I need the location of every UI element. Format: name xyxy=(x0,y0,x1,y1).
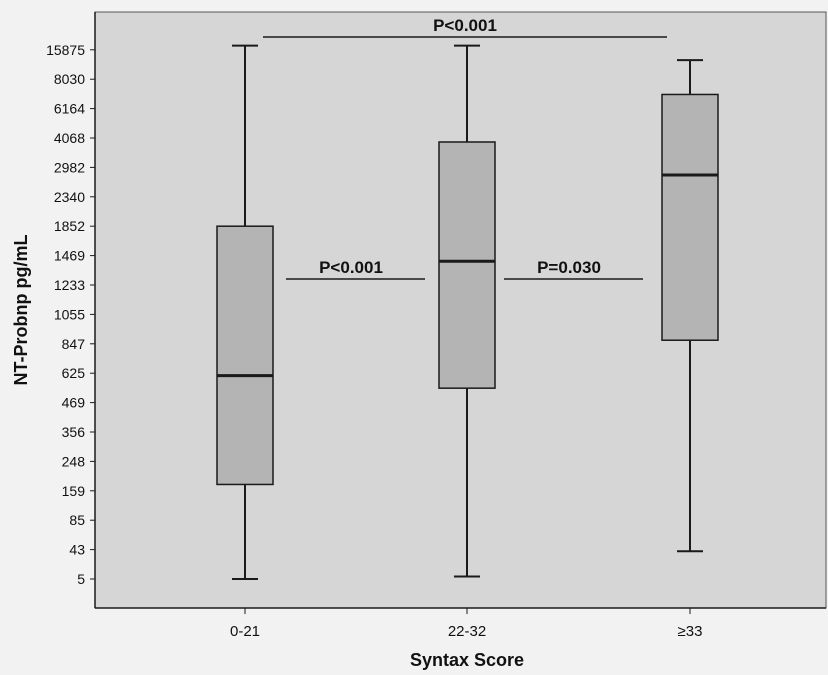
y-tick-label: 15875 xyxy=(46,42,85,58)
boxes xyxy=(216,44,719,580)
y-tick-label: 1852 xyxy=(54,218,85,234)
x-axis-title: Syntax Score xyxy=(410,650,524,670)
y-axis-ticks: 5 43 85 159 248 356 469 625 847 1055 1233 1469 1852 2… xyxy=(46,42,95,587)
x-tick-label: 22-32 xyxy=(448,623,486,640)
y-tick-label: 847 xyxy=(62,336,86,352)
iqr-box xyxy=(216,225,274,486)
annotations: P<0.001 P<0.001 P=0.030 xyxy=(263,16,667,280)
x-axis-ticks: 0-21 22-32 ≥33 xyxy=(230,608,702,640)
y-tick-label: 159 xyxy=(62,483,86,499)
y-axis-title: NT-Probnp pg/mL xyxy=(11,235,31,386)
y-tick-label: 625 xyxy=(62,365,86,381)
pvalue-label: P=0.030 xyxy=(537,258,601,277)
x-tick-label: 0-21 xyxy=(230,623,260,640)
y-tick-label: 2982 xyxy=(54,159,85,175)
y-tick-label: 85 xyxy=(69,512,85,528)
y-tick-label: 6164 xyxy=(54,101,85,117)
y-tick-label: 1233 xyxy=(54,277,85,293)
x-tick-label: ≥33 xyxy=(678,623,703,640)
iqr-box xyxy=(661,93,719,341)
y-tick-label: 2340 xyxy=(54,189,85,205)
y-tick-label: 5 xyxy=(77,571,85,587)
y-tick-label: 469 xyxy=(62,395,86,411)
iqr-box xyxy=(438,141,496,389)
axes xyxy=(94,12,826,609)
box-1 xyxy=(216,44,274,580)
y-tick-label: 1055 xyxy=(54,306,85,322)
pvalue-label: P<0.001 xyxy=(433,16,497,35)
box-3 xyxy=(661,59,719,553)
pvalue-label: P<0.001 xyxy=(319,258,383,277)
y-tick-label: 43 xyxy=(69,542,85,558)
box-2 xyxy=(438,44,496,578)
y-tick-label: 356 xyxy=(62,424,86,440)
y-tick-label: 4068 xyxy=(54,130,85,146)
y-tick-label: 248 xyxy=(62,453,86,469)
y-tick-label: 8030 xyxy=(54,71,85,87)
y-tick-label: 1469 xyxy=(54,248,85,264)
